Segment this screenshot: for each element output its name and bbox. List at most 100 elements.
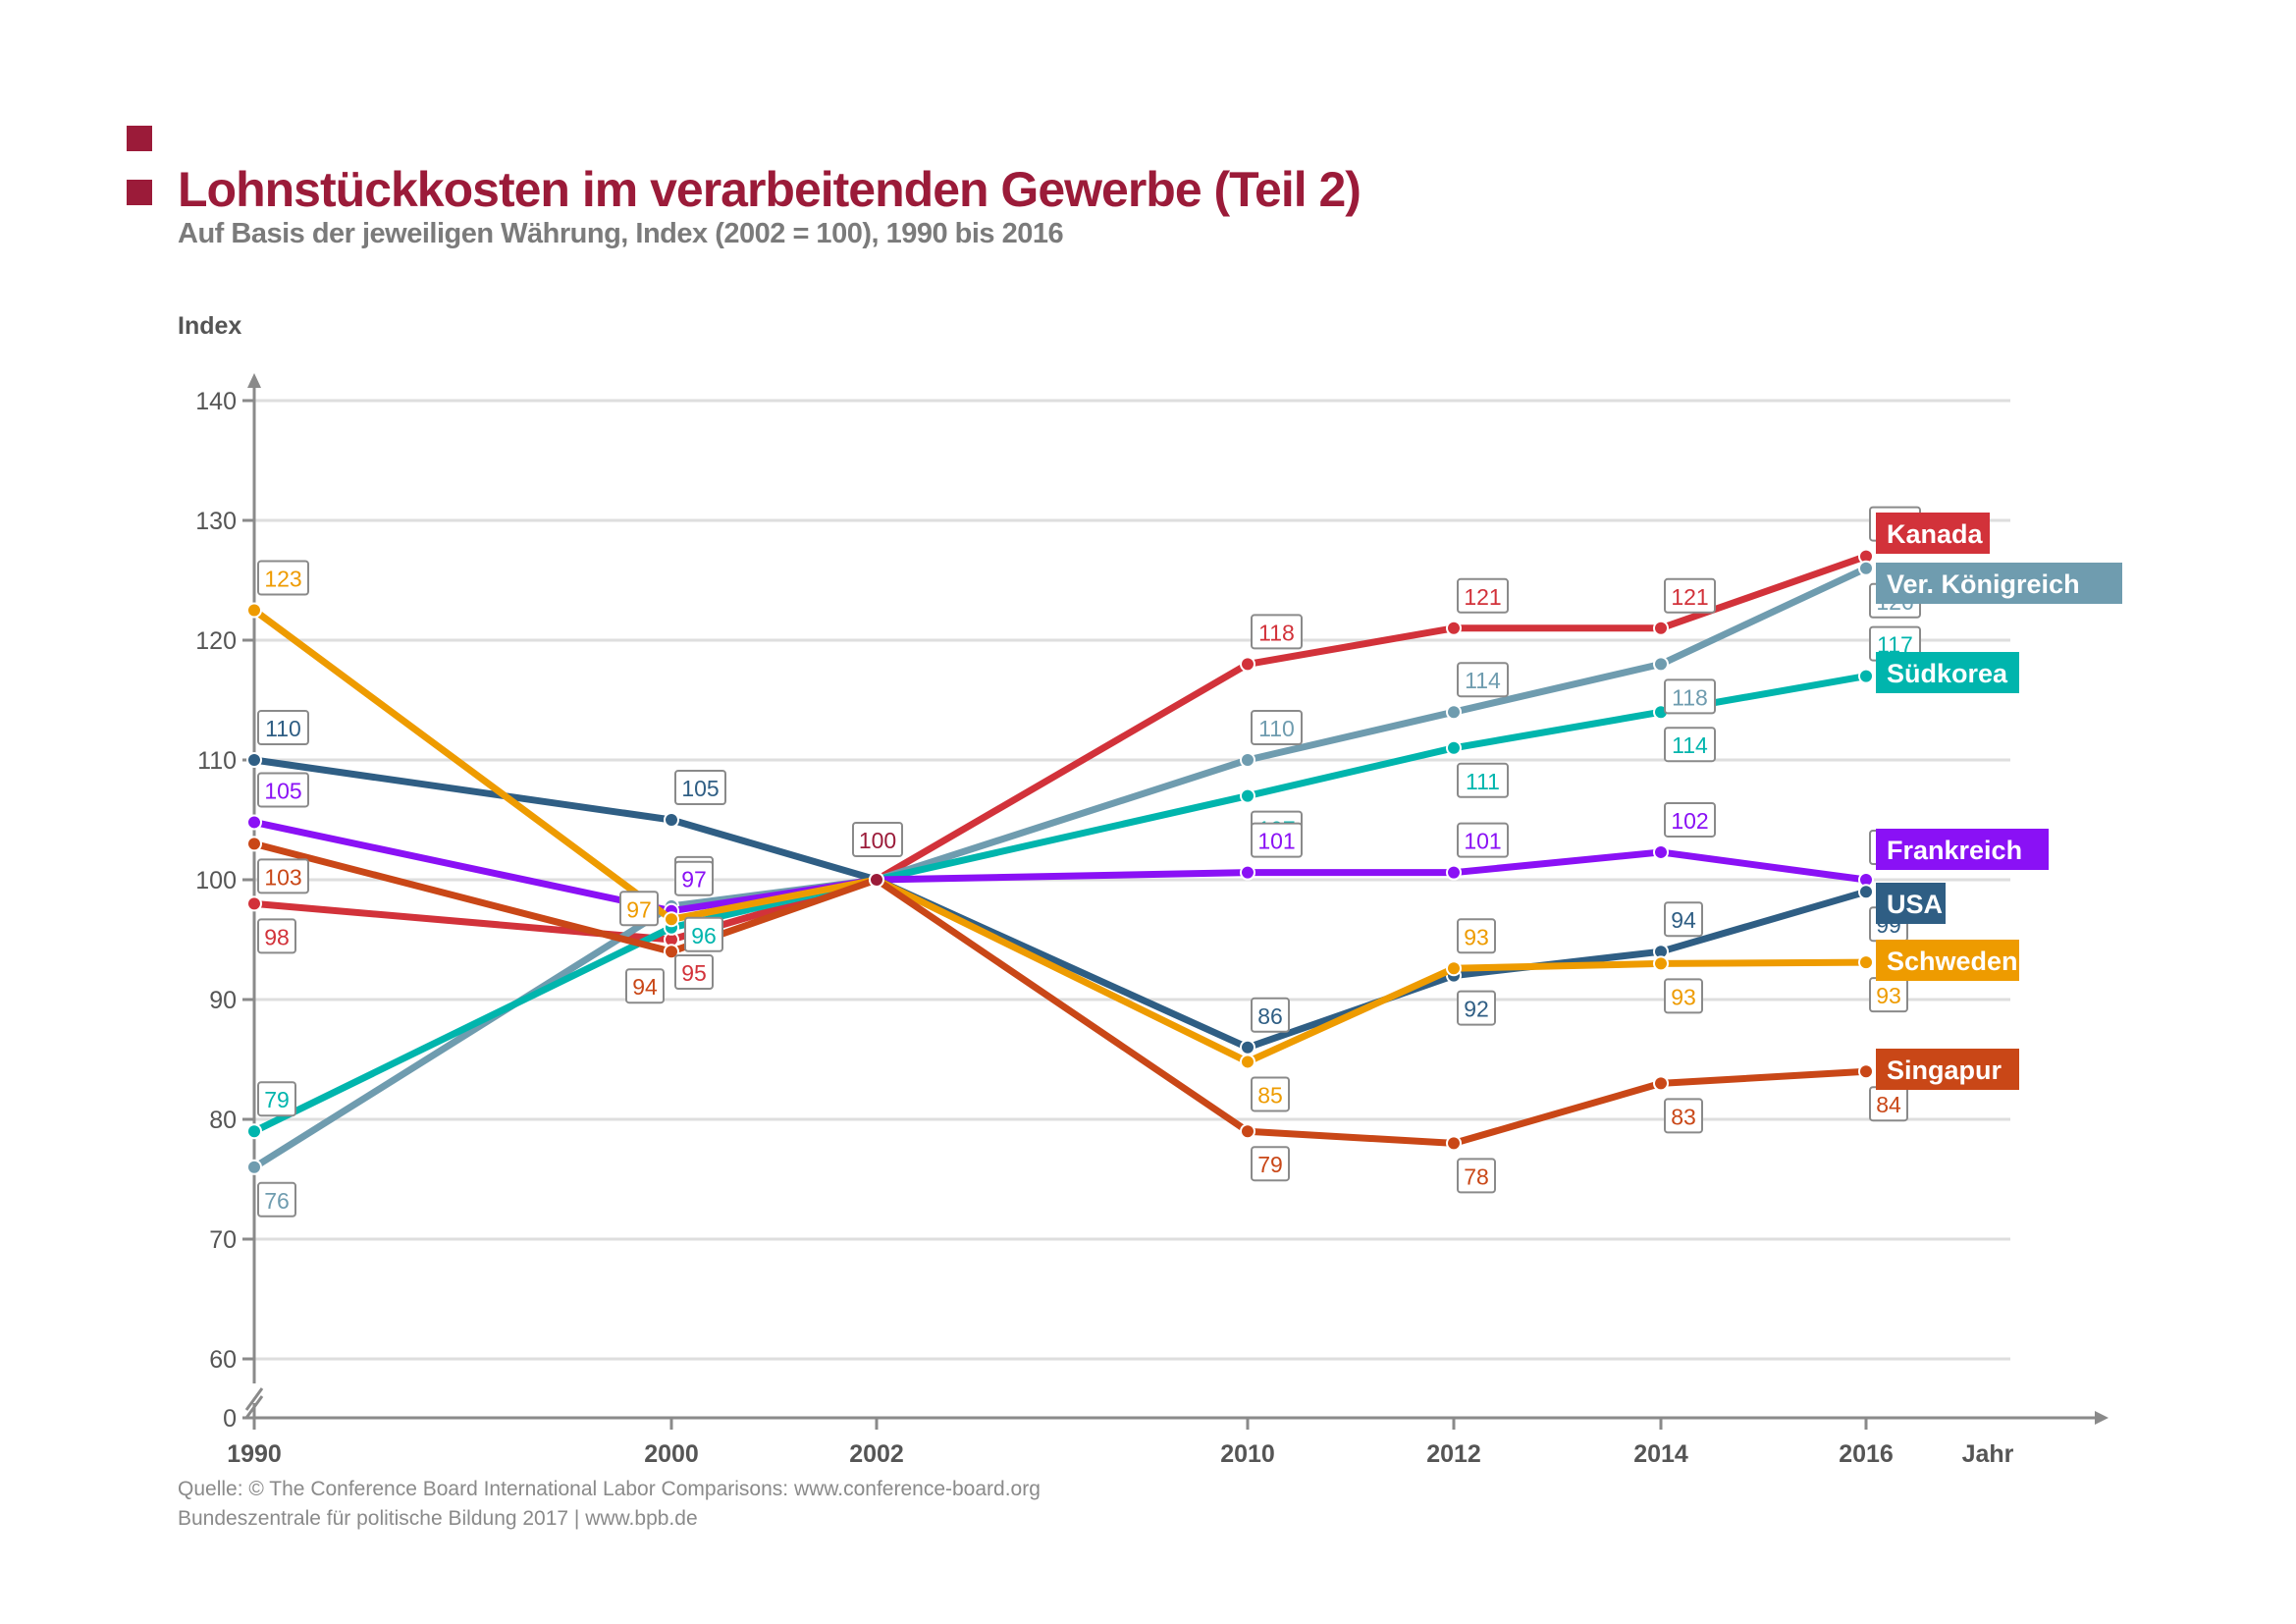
data-label-text: 96 xyxy=(691,923,717,948)
data-label-box xyxy=(1251,1146,1290,1182)
data-label-text: 100 xyxy=(859,828,896,853)
data-label: 93 xyxy=(1664,978,1703,1014)
data-label: 96 xyxy=(684,916,723,952)
data-label: 78 xyxy=(1457,1158,1496,1194)
data-label-box xyxy=(674,954,714,990)
data-label-text: 103 xyxy=(264,864,301,890)
legend-swatch xyxy=(1876,513,1990,554)
data-point xyxy=(246,1123,262,1140)
data-label: 95 xyxy=(674,954,714,990)
data-label-box xyxy=(674,860,714,896)
x-tick-label: 2016 xyxy=(1839,1440,1894,1468)
legend-label: Schweden xyxy=(1887,947,2018,976)
data-label: 76 xyxy=(257,1181,296,1218)
data-label-text: 94 xyxy=(1671,907,1696,933)
data-point xyxy=(246,814,262,831)
y-axis-label: Index xyxy=(178,312,241,340)
data-label: 118 xyxy=(1251,614,1303,650)
data-label-text: 95 xyxy=(681,960,707,986)
data-label-text: 83 xyxy=(1671,1104,1696,1129)
data-label: 92 xyxy=(1457,990,1496,1026)
data-label: 79 xyxy=(1251,1146,1290,1182)
brand-square-title xyxy=(127,180,152,205)
data-label-box xyxy=(1664,678,1716,715)
data-point xyxy=(1858,668,1874,684)
legend-swatch xyxy=(1876,563,2122,604)
data-point xyxy=(1240,787,1255,804)
data-label-box xyxy=(674,770,726,805)
series-line-6 xyxy=(253,840,1867,1147)
data-label: 105 xyxy=(257,772,309,808)
data-point xyxy=(1858,884,1874,900)
data-label-text: 105 xyxy=(681,776,719,801)
data-label: 110 xyxy=(1251,710,1303,745)
data-label: 101 xyxy=(1457,822,1509,858)
legend-item-usa: USA xyxy=(1876,883,1946,924)
legend-label: Ver. Königreich xyxy=(1887,569,2080,599)
y-tick-label: 110 xyxy=(197,747,237,775)
x-tick-label: 1990 xyxy=(227,1440,282,1468)
y-tick-label: 130 xyxy=(195,508,237,535)
data-point xyxy=(1653,620,1669,636)
data-point xyxy=(1858,1063,1874,1080)
data-label-box xyxy=(257,710,309,745)
y-axis-arrow xyxy=(247,373,261,388)
data-label-text: 94 xyxy=(632,974,658,1000)
legend-item-kanada: Kanada xyxy=(1876,513,1990,554)
data-label-box xyxy=(257,1081,296,1117)
data-label: 100 xyxy=(852,822,903,857)
data-point xyxy=(1446,960,1462,977)
data-label: 94 xyxy=(1664,901,1703,938)
data-point xyxy=(1858,560,1874,576)
data-label-text: 114 xyxy=(1465,668,1501,693)
data-label-box xyxy=(1251,997,1290,1033)
data-label: 98 xyxy=(257,918,296,954)
data-label-text: 97 xyxy=(681,867,707,893)
data-label: 94 xyxy=(625,968,665,1004)
publisher-note: Bundeszentrale für politische Bildung 20… xyxy=(178,1507,698,1530)
data-point xyxy=(1446,1135,1462,1152)
y-tick-label: 140 xyxy=(195,388,237,415)
chart-subtitle: Auf Basis der jeweiligen Währung, Index … xyxy=(178,218,1064,249)
legend-label: Südkorea xyxy=(1887,659,2008,688)
data-point xyxy=(1653,1075,1669,1092)
data-point xyxy=(246,836,262,852)
data-label-box xyxy=(684,916,723,952)
data-label-text: 101 xyxy=(1257,829,1295,854)
data-label-box xyxy=(1457,990,1496,1026)
data-label-text: 86 xyxy=(1257,1003,1283,1029)
data-point xyxy=(1240,752,1255,768)
data-label-box xyxy=(1251,710,1303,745)
data-label-box xyxy=(257,772,309,808)
data-label-text: 110 xyxy=(1258,716,1295,741)
data-point xyxy=(1446,620,1462,636)
data-point xyxy=(246,752,262,768)
data-point xyxy=(1446,704,1462,721)
data-label-box xyxy=(1664,978,1703,1014)
x-axis-label: Jahr xyxy=(1962,1440,2014,1468)
data-label: 85 xyxy=(1251,1076,1290,1112)
data-label-box xyxy=(1664,577,1716,614)
y-tick-label: 120 xyxy=(195,627,237,655)
data-label-box xyxy=(257,918,296,954)
data-point xyxy=(869,872,884,888)
data-label-text: 110 xyxy=(265,716,301,741)
data-label-box xyxy=(1457,762,1509,798)
data-label-text: 121 xyxy=(1464,584,1501,610)
data-label-text: 93 xyxy=(1876,983,1901,1008)
legend-swatch xyxy=(1876,940,2019,981)
data-label-text: 79 xyxy=(264,1087,290,1112)
legend-swatch xyxy=(1876,829,2049,870)
data-point xyxy=(1653,955,1669,972)
data-label: 97 xyxy=(619,891,659,927)
data-label-text: 118 xyxy=(1258,620,1295,645)
legend-item-ver-königreich: Ver. Königreich xyxy=(1876,563,2122,604)
y-tick-label: 70 xyxy=(209,1226,237,1254)
legend-item-singapur: Singapur xyxy=(1876,1049,2019,1090)
axes: 0 60 70 80 90 100 110 120 130 140 Index 1990 2000 200… xyxy=(178,312,2109,1468)
data-point xyxy=(246,895,262,912)
data-label-box xyxy=(852,822,903,857)
data-label: 97 xyxy=(674,860,714,896)
y-tick-label: 0 xyxy=(223,1405,237,1433)
data-label: 118 xyxy=(1664,678,1716,715)
